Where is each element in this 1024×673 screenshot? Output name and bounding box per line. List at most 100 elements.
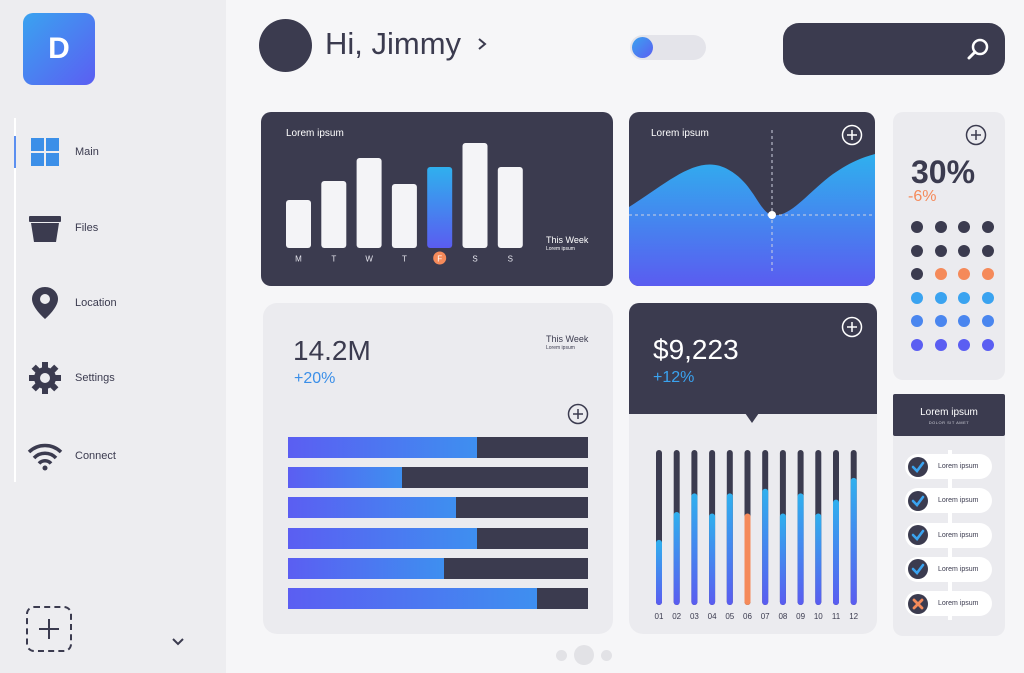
percent-card: 30% -6% bbox=[893, 112, 1005, 380]
sidebar-item-settings[interactable]: Settings bbox=[26, 358, 206, 398]
monthly-bar-chart: 01 02 03 04 05 06 07 08 09 10 11 12 bbox=[655, 450, 859, 621]
status-dot bbox=[911, 268, 923, 280]
sidebar-item-main[interactable]: Main bbox=[26, 132, 206, 172]
add-button[interactable] bbox=[26, 606, 72, 652]
chevron-down-icon[interactable] bbox=[170, 634, 186, 650]
weekly-tick-label: T bbox=[402, 255, 407, 264]
status-dot bbox=[958, 291, 970, 304]
monthly-bar[interactable] bbox=[833, 499, 839, 605]
horizontal-bar[interactable] bbox=[288, 588, 588, 609]
checkmark-icon bbox=[908, 525, 928, 546]
status-dot bbox=[934, 221, 947, 233]
focus-point[interactable] bbox=[768, 211, 776, 219]
status-dot bbox=[934, 291, 947, 304]
monthly-bar[interactable] bbox=[762, 488, 769, 605]
monthly-bar[interactable] bbox=[779, 513, 786, 605]
gear-icon bbox=[26, 359, 64, 397]
horizontal-bar[interactable] bbox=[288, 467, 588, 489]
checklist-header: Lorem ipsum DOLOR SIT AMET bbox=[893, 394, 1005, 436]
status-dot bbox=[981, 291, 994, 304]
horizontal-bar[interactable] bbox=[288, 557, 588, 579]
status-dot bbox=[981, 338, 994, 351]
horizontal-bar-fill bbox=[288, 588, 537, 609]
pager-dot[interactable] bbox=[601, 650, 612, 661]
sidebar-item-label: Main bbox=[75, 146, 99, 158]
checklist-item[interactable]: Lorem ipsum bbox=[905, 591, 992, 617]
weekly-bar[interactable] bbox=[321, 181, 347, 248]
checklist-item[interactable]: Lorem ipsum bbox=[905, 454, 992, 479]
monthly-bar[interactable] bbox=[850, 477, 857, 605]
money-value: $9,223 bbox=[653, 334, 739, 365]
weekly-tick-label: W bbox=[365, 255, 373, 264]
add-circle-icon[interactable] bbox=[567, 403, 589, 425]
monthly-bar[interactable] bbox=[709, 513, 716, 605]
sidebar-item-connect[interactable]: Connect bbox=[26, 436, 206, 476]
area-chart bbox=[629, 130, 875, 286]
checklist-item[interactable]: Lorem ipsum bbox=[905, 488, 992, 514]
monthly-tick-label: 02 bbox=[672, 612, 681, 621]
search-icon[interactable] bbox=[967, 38, 989, 60]
monthly-tick-label: 07 bbox=[761, 612, 770, 621]
pager-dot-active[interactable] bbox=[574, 645, 594, 665]
checklist-item-label: Lorem ipsum bbox=[938, 463, 979, 470]
greeting-text: Hi, Jimmy bbox=[325, 26, 462, 61]
status-dot bbox=[981, 221, 994, 233]
sidebar-item-files[interactable]: Files bbox=[26, 208, 206, 248]
weekly-tick-label: S bbox=[508, 255, 513, 264]
monthly-bar[interactable] bbox=[691, 493, 698, 605]
checklist-item[interactable]: Lorem ipsum bbox=[905, 522, 992, 548]
pager-dot[interactable] bbox=[556, 650, 567, 661]
sidebar: D Main Files Location bbox=[0, 0, 226, 673]
toggle-knob bbox=[632, 37, 653, 58]
sidebar-item-label: Settings bbox=[75, 372, 115, 384]
grid-icon bbox=[26, 133, 64, 171]
monthly-bar[interactable] bbox=[726, 493, 733, 605]
status-dot bbox=[934, 338, 947, 351]
add-circle-icon[interactable] bbox=[841, 124, 863, 146]
cross-icon bbox=[908, 593, 928, 614]
weekly-bar[interactable] bbox=[286, 200, 311, 248]
checklist-title: Lorem ipsum bbox=[920, 407, 978, 418]
monthly-bar[interactable] bbox=[673, 512, 680, 605]
add-circle-icon[interactable] bbox=[965, 124, 987, 146]
money-delta: +12% bbox=[653, 369, 695, 386]
nav-rail bbox=[14, 118, 16, 482]
status-dot bbox=[911, 221, 923, 233]
avatar[interactable] bbox=[259, 19, 312, 72]
monthly-bar[interactable] bbox=[744, 513, 751, 605]
monthly-bar[interactable] bbox=[797, 493, 804, 605]
weekly-bar[interactable] bbox=[356, 158, 382, 248]
search-bar[interactable] bbox=[783, 23, 1005, 75]
week-caption: This Week Lorem ipsum bbox=[546, 334, 588, 351]
monthly-tick-label: 09 bbox=[796, 612, 805, 621]
app-logo-letter: D bbox=[48, 32, 70, 65]
weekly-bar[interactable] bbox=[391, 184, 417, 248]
weekly-bar[interactable] bbox=[497, 167, 523, 248]
checklist-item-label: Lorem ipsum bbox=[938, 531, 979, 539]
horizontal-bar[interactable] bbox=[288, 497, 588, 519]
status-dot bbox=[958, 268, 970, 280]
horizontal-bar[interactable] bbox=[288, 527, 588, 549]
app-logo[interactable]: D bbox=[23, 13, 95, 85]
weekly-tick-label: T bbox=[331, 255, 336, 264]
monthly-bar[interactable] bbox=[656, 539, 662, 605]
status-dot bbox=[981, 268, 994, 280]
status-dot bbox=[981, 244, 994, 257]
checklist-item-label: Lorem ipsum bbox=[938, 497, 979, 505]
week-caption-title: This Week bbox=[546, 334, 589, 344]
greeting[interactable]: Hi, Jimmy bbox=[325, 26, 489, 62]
weekly-bar[interactable] bbox=[427, 167, 453, 248]
tooltip-pointer bbox=[745, 413, 759, 423]
status-dot bbox=[958, 244, 970, 257]
monthly-tick-label: 04 bbox=[708, 612, 717, 621]
monthly-tick-label: 08 bbox=[778, 612, 787, 621]
toggle-switch[interactable] bbox=[630, 35, 706, 60]
horizontal-bar[interactable] bbox=[288, 437, 588, 458]
monthly-bar[interactable] bbox=[815, 513, 822, 605]
wifi-icon bbox=[26, 437, 64, 475]
sidebar-item-location[interactable]: Location bbox=[26, 283, 206, 323]
checklist-item-label: Lorem ipsum bbox=[938, 600, 979, 608]
weekly-bar[interactable] bbox=[462, 143, 488, 248]
checklist-item[interactable]: Lorem ipsum bbox=[905, 556, 992, 582]
add-circle-icon[interactable] bbox=[841, 316, 863, 338]
